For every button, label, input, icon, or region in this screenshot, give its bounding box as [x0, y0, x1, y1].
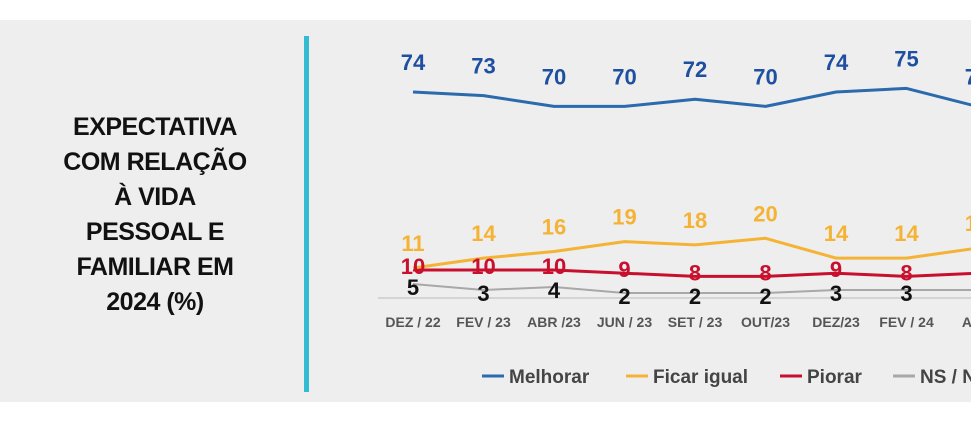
data-label: 9 — [830, 257, 842, 282]
x-tick-label: ABR — [962, 314, 971, 330]
data-label: 10 — [401, 254, 425, 279]
legend-label: NS / NR — [920, 367, 971, 388]
data-labels: 5342223331010109889891114161918201414177… — [401, 46, 971, 309]
series-lines — [412, 86, 971, 294]
data-label: 10 — [542, 254, 566, 279]
data-label: 14 — [824, 221, 849, 246]
divider — [304, 36, 309, 392]
x-tick-label: DEZ/23 — [812, 314, 860, 330]
legend-item: NS / NR — [893, 367, 971, 388]
data-label: 70 — [612, 64, 636, 89]
x-tick-label: ABR /23 — [527, 314, 581, 330]
legend-item: Melhorar — [482, 367, 590, 388]
data-label: 8 — [689, 260, 701, 285]
x-tick-label: FEV / 24 — [879, 314, 934, 330]
data-label: 20 — [753, 201, 777, 226]
x-tick-labels: DEZ / 22 FEV / 23 ABR /23 JUN / 23 SET / 23 O… — [385, 314, 971, 330]
data-label: 3 — [830, 281, 842, 306]
x-tick-label: OUT/23 — [741, 314, 790, 330]
data-label: 73 — [471, 54, 495, 79]
data-label: 5 — [407, 275, 419, 300]
data-label: 74 — [401, 50, 426, 75]
data-label: 70 — [542, 64, 566, 89]
series-line-ficar-igual — [412, 236, 971, 270]
data-label: 2 — [618, 284, 630, 309]
legend-label: Ficar igual — [653, 367, 748, 388]
data-label: 14 — [894, 221, 919, 246]
data-label: 18 — [683, 208, 707, 233]
data-label: 3 — [477, 281, 489, 306]
legend-label: Melhorar — [509, 367, 590, 388]
legend-item: Piorar — [780, 367, 863, 388]
data-label: 70 — [753, 64, 777, 89]
x-tick-label: FEV / 23 — [456, 314, 511, 330]
data-label: 2 — [689, 284, 701, 309]
data-label: 11 — [401, 231, 424, 256]
chart-title: EXPECTATIVA COM RELAÇÃO À VIDA PESSOAL E… — [63, 113, 247, 316]
legend-item: Ficar igual — [626, 367, 748, 388]
data-label: 4 — [548, 278, 561, 303]
data-label: 8 — [759, 260, 771, 285]
data-label: 74 — [824, 50, 849, 75]
data-label: 16 — [542, 215, 566, 240]
data-label: 3 — [900, 281, 912, 306]
data-label: 2 — [759, 284, 771, 309]
series-line-melhorar — [412, 86, 971, 108]
series-line-piorar — [413, 268, 971, 278]
x-tick-label: JUN / 23 — [597, 314, 652, 330]
data-label: 70 — [965, 64, 971, 89]
x-tick-label: SET / 23 — [668, 314, 723, 330]
data-label: 75 — [894, 46, 918, 71]
legend: Melhorar Ficar igual Piorar NS / NR — [482, 367, 971, 388]
series-line-ns-nr — [412, 283, 971, 294]
data-label: 17 — [965, 211, 971, 236]
x-tick-label: DEZ / 22 — [385, 314, 440, 330]
legend-label: Piorar — [807, 367, 863, 388]
data-label: 10 — [471, 254, 495, 279]
data-label: 14 — [471, 221, 496, 246]
data-label: 19 — [612, 205, 636, 230]
data-label: 9 — [618, 257, 630, 282]
data-label: 72 — [683, 57, 707, 82]
chart-panel — [0, 20, 971, 402]
data-label: 8 — [900, 260, 912, 285]
